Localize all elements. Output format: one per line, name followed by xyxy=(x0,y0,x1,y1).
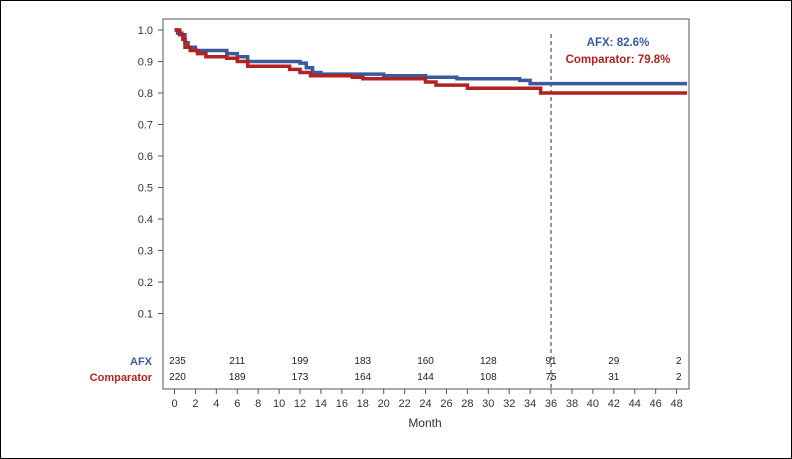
y-tick-label: 0.1 xyxy=(138,309,153,321)
y-tick-labels: 0.1 0.2 0.3 0.4 0.5 0.6 0.7 0.8 0.9 1.0 xyxy=(138,25,153,321)
x-tick-label: 6 xyxy=(234,398,240,410)
x-tick-label: 14 xyxy=(315,398,327,410)
y-tick-label: 1.0 xyxy=(138,25,153,37)
x-tick-label: 34 xyxy=(524,398,536,410)
risk-count-comparator: 144 xyxy=(417,372,434,383)
comparator-annotation: Comparator: 79.8% xyxy=(566,54,671,66)
x-tick-label: 32 xyxy=(503,398,515,410)
x-tick-labels: 0 2 4 6 8 10 12 14 16 18 20 22 24 26 28 30 32 34 36 38 40 42 4… xyxy=(171,398,682,410)
risk-count-afx: 211 xyxy=(229,356,245,367)
x-tick-label: 30 xyxy=(482,398,494,410)
x-tick-label: 18 xyxy=(357,398,369,410)
risk-label-comparator: Comparator xyxy=(90,372,153,384)
x-tick-label: 4 xyxy=(213,398,219,410)
risk-count-comparator: 189 xyxy=(229,372,246,383)
x-tick-label: 42 xyxy=(608,398,620,410)
risk-count-afx: 91 xyxy=(545,356,557,367)
y-tick-label: 0.5 xyxy=(138,183,153,195)
annotations: AFX: 82.6% Comparator: 79.8% xyxy=(566,37,671,66)
x-tick-label: 16 xyxy=(336,398,348,410)
x-tick-label: 20 xyxy=(378,398,390,410)
risk-count-comparator: 75 xyxy=(545,372,557,383)
risk-label-afx: AFX xyxy=(130,356,153,368)
risk-count-comparator: 2 xyxy=(676,372,682,383)
x-tick-label: 2 xyxy=(192,398,198,410)
x-axis-title: Month xyxy=(408,416,441,430)
risk-count-comparator: 108 xyxy=(480,372,497,383)
y-tick-label: 0.7 xyxy=(138,120,153,132)
x-tick-label: 8 xyxy=(255,398,261,410)
x-tick-label: 22 xyxy=(398,398,410,410)
y-tick-label: 0.9 xyxy=(138,57,153,69)
x-tick-label: 38 xyxy=(566,398,578,410)
risk-count-comparator: 173 xyxy=(292,372,309,383)
x-tick-label: 44 xyxy=(629,398,641,410)
risk-count-comparator: 164 xyxy=(354,372,371,383)
risk-count-afx: 199 xyxy=(292,356,309,367)
risk-count-afx: 160 xyxy=(417,356,434,367)
x-tick-label: 36 xyxy=(545,398,557,410)
x-tick-label: 12 xyxy=(294,398,306,410)
risk-count-afx: 235 xyxy=(169,356,186,367)
risk-count-afx: 2 xyxy=(676,356,682,367)
survival-curves xyxy=(174,28,687,95)
x-tick-label: 10 xyxy=(273,398,285,410)
x-tick-label: 48 xyxy=(670,398,682,410)
y-tick-label: 0.8 xyxy=(138,88,153,100)
axes xyxy=(158,18,690,394)
y-tick-label: 0.4 xyxy=(138,214,153,226)
x-tick-label: 40 xyxy=(587,398,599,410)
y-tick-label: 0.3 xyxy=(138,246,153,258)
risk-count-afx: 183 xyxy=(354,356,371,367)
risk-count-comparator: 220 xyxy=(169,372,186,383)
x-tick-label: 46 xyxy=(650,398,662,410)
risk-count-afx: 128 xyxy=(480,356,497,367)
x-tick-label: 28 xyxy=(461,398,473,410)
x-tick-label: 26 xyxy=(440,398,452,410)
x-tick-label: 24 xyxy=(419,398,431,410)
y-tick-label: 0.2 xyxy=(138,277,153,289)
risk-count-comparator: 31 xyxy=(608,372,620,383)
y-tick-label: 0.6 xyxy=(138,151,153,163)
risk-table: AFX 235 211 199 183 160 128 91 29 2 Comparator 220 1… xyxy=(90,356,682,384)
km-curve-comparator xyxy=(174,28,687,95)
afx-annotation: AFX: 82.6% xyxy=(587,37,650,49)
x-tick-label: 0 xyxy=(171,398,177,410)
risk-count-afx: 29 xyxy=(608,356,620,367)
